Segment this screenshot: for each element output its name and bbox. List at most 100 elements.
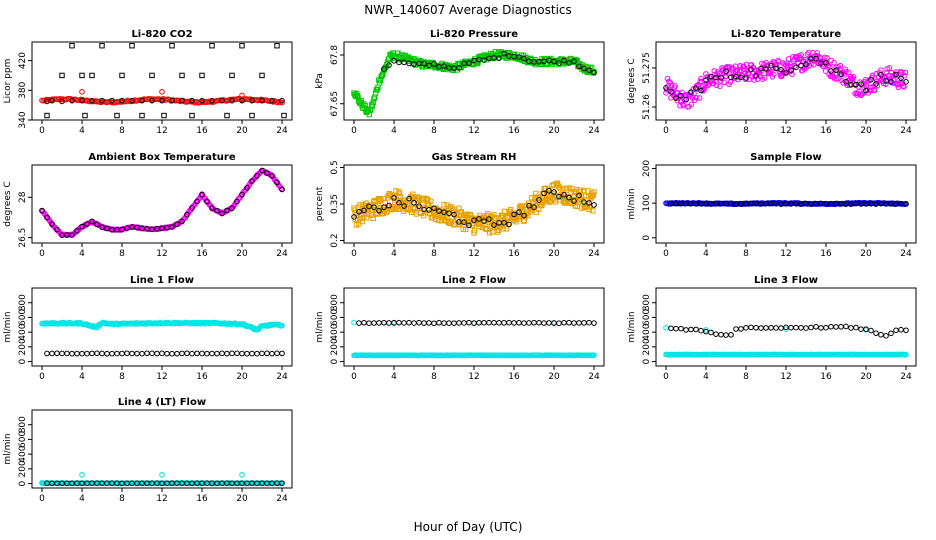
x-tick-label: 4	[79, 372, 85, 382]
y-tick-label: 600	[330, 309, 340, 326]
panel-title: Li-820 Temperature	[731, 29, 841, 40]
x-tick-label: 4	[79, 249, 85, 259]
data-point	[351, 214, 357, 220]
data-point	[673, 95, 679, 101]
data-point	[664, 75, 671, 82]
data-point	[119, 97, 125, 104]
data-point	[431, 61, 437, 67]
x-tick-label: 12	[156, 372, 167, 382]
data-point	[843, 68, 849, 75]
data-point	[718, 75, 724, 81]
data-point	[169, 350, 175, 357]
data-point	[803, 61, 809, 67]
data-point	[441, 320, 447, 326]
data-point	[441, 202, 447, 208]
data-point	[808, 324, 814, 331]
data-point	[798, 52, 804, 58]
data-point	[581, 65, 587, 72]
data-point	[683, 96, 689, 103]
data-point	[149, 97, 155, 104]
data-point	[79, 97, 85, 104]
data-point	[194, 198, 200, 205]
data-point	[184, 350, 190, 357]
data-point	[898, 75, 904, 81]
points-layer	[351, 319, 597, 359]
data-point	[721, 79, 727, 86]
data-point	[234, 198, 240, 205]
x-tick-label: 20	[548, 126, 560, 136]
y-tick-label: 200	[18, 338, 28, 355]
data-point	[224, 112, 230, 119]
data-point	[678, 325, 684, 332]
y-tick-label: 28	[18, 191, 28, 203]
data-point	[204, 198, 210, 205]
data-point	[688, 101, 695, 108]
data-point	[199, 191, 205, 198]
data-point	[888, 330, 894, 337]
data-point	[390, 194, 396, 200]
data-point	[189, 350, 195, 357]
panel-title: Line 2 Flow	[442, 275, 506, 286]
data-point	[49, 350, 55, 357]
data-point	[224, 350, 230, 357]
data-point	[109, 97, 115, 104]
data-point	[813, 55, 819, 62]
y-tick-label: 200	[642, 338, 652, 355]
data-point	[853, 324, 859, 331]
x-tick-label: 24	[588, 126, 600, 136]
data-point	[783, 326, 789, 333]
data-point	[663, 85, 669, 91]
data-point	[44, 214, 50, 221]
data-point	[481, 319, 487, 326]
data-point	[411, 61, 417, 67]
data-point	[492, 215, 499, 221]
data-point	[561, 319, 567, 326]
x-tick-label: 4	[703, 126, 709, 136]
data-point	[239, 350, 245, 357]
data-point	[441, 209, 447, 216]
data-point	[843, 78, 849, 85]
data-point	[734, 67, 741, 74]
data-point	[566, 319, 572, 326]
data-point	[194, 350, 200, 357]
data-point	[179, 218, 185, 225]
data-point	[64, 350, 70, 357]
data-point	[541, 320, 547, 326]
data-point	[401, 320, 407, 326]
data-point	[763, 325, 769, 331]
x-tick-label: 12	[780, 372, 791, 382]
data-point	[239, 471, 245, 478]
x-tick-label: 12	[780, 249, 791, 259]
data-point	[159, 97, 165, 104]
data-point	[737, 62, 744, 69]
data-point	[169, 43, 175, 49]
y-tick-label: 51.26	[642, 94, 652, 120]
data-point	[239, 191, 245, 198]
data-point	[376, 320, 382, 326]
data-point	[837, 62, 844, 69]
x-tick-label: 8	[119, 494, 125, 504]
data-point	[546, 199, 553, 205]
data-point	[144, 350, 150, 357]
data-point	[711, 68, 718, 74]
data-point	[370, 215, 376, 221]
data-point	[279, 350, 285, 357]
x-tick-label: 16	[508, 126, 520, 136]
data-point	[591, 69, 597, 76]
data-point	[471, 227, 478, 234]
data-point	[763, 59, 769, 66]
x-tick-label: 20	[860, 249, 872, 259]
data-point	[386, 202, 392, 209]
points-layer	[39, 471, 285, 487]
data-point	[476, 223, 483, 230]
data-point	[428, 198, 434, 205]
data-point	[274, 43, 280, 49]
data-point	[462, 226, 469, 233]
data-point	[229, 350, 235, 357]
data-point	[356, 208, 362, 215]
data-point	[733, 73, 739, 80]
data-point	[814, 50, 821, 56]
data-point	[693, 85, 699, 91]
y-tick-label: 0	[642, 358, 652, 364]
data-point	[259, 350, 265, 357]
